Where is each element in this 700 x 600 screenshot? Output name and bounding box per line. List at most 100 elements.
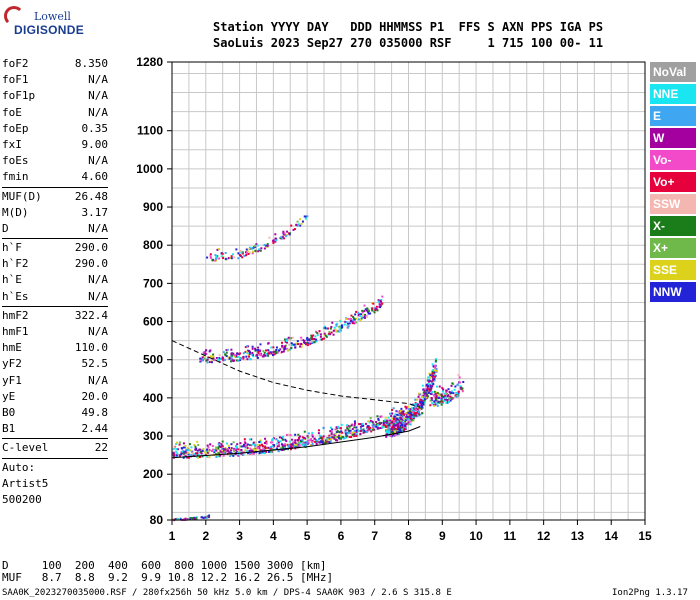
echo-point <box>384 420 387 423</box>
param-value: 20.0 <box>81 389 109 403</box>
echo-point <box>369 428 372 431</box>
echo-point <box>246 250 249 253</box>
echo-point <box>287 448 290 451</box>
echo-point <box>400 421 403 424</box>
echo-point <box>387 426 390 429</box>
echo-point <box>174 450 177 453</box>
echo-point <box>422 388 425 391</box>
echo-point <box>294 441 297 444</box>
echo-point <box>412 415 415 418</box>
echo-point <box>275 346 278 349</box>
echo-point <box>222 450 225 453</box>
echo-point <box>299 224 302 227</box>
echo-point <box>295 223 298 226</box>
echo-point <box>268 236 271 239</box>
echo-point <box>434 358 437 361</box>
echo-point <box>296 224 299 227</box>
echo-point <box>227 444 230 447</box>
echo-point <box>191 517 194 520</box>
echo-point <box>253 245 256 248</box>
echo-point <box>391 408 394 411</box>
echo-point <box>301 339 304 342</box>
echo-point <box>266 245 269 248</box>
echo-point <box>177 454 180 457</box>
param-key: hmF1 <box>2 325 29 338</box>
echo-point <box>383 425 386 428</box>
echo-points <box>172 215 465 522</box>
echo-point <box>404 424 407 427</box>
echo-point <box>449 395 452 398</box>
echo-point <box>349 320 352 323</box>
echo-point <box>290 347 293 350</box>
echo-point <box>259 444 262 447</box>
echo-point <box>182 456 185 459</box>
echo-point <box>399 416 402 419</box>
x-tick-label: 10 <box>469 529 483 543</box>
echo-point <box>369 429 372 432</box>
echo-point <box>374 423 377 426</box>
echo-point <box>303 443 306 446</box>
y-tick-label: 500 <box>143 353 163 367</box>
echo-point <box>313 341 316 344</box>
echo-point <box>213 449 216 452</box>
echo-point <box>387 429 390 432</box>
echo-point <box>181 452 184 455</box>
echo-point <box>201 359 204 362</box>
echo-point <box>435 369 438 372</box>
legend-nne: NNE <box>650 84 696 104</box>
echo-point <box>305 442 308 445</box>
echo-point <box>229 454 232 457</box>
echo-point <box>289 446 292 449</box>
echo-point <box>392 424 395 427</box>
echo-point <box>316 333 319 336</box>
echo-point <box>239 352 242 355</box>
echo-point <box>221 440 224 443</box>
echo-point <box>346 326 349 329</box>
echo-point <box>274 237 277 240</box>
param-value: N/A <box>88 105 108 119</box>
echo-point <box>245 248 248 251</box>
echo-point <box>249 451 252 454</box>
echo-point <box>430 399 433 402</box>
echo-point <box>421 412 424 415</box>
echo-point <box>190 450 193 453</box>
echo-point <box>362 424 365 427</box>
echo-point <box>328 331 331 334</box>
profile-upper-curve <box>171 340 421 408</box>
echo-point <box>298 443 301 446</box>
echo-point <box>241 445 244 448</box>
echo-point <box>296 443 299 446</box>
echo-point <box>284 347 287 350</box>
echo-point <box>264 445 267 448</box>
echo-point <box>401 413 404 416</box>
echo-point <box>243 358 246 361</box>
echo-point <box>187 449 190 452</box>
echo-point <box>252 441 255 444</box>
echo-point <box>377 427 380 430</box>
echo-point <box>351 319 354 322</box>
echo-point <box>375 307 378 310</box>
echo-point <box>317 437 320 440</box>
echo-point <box>399 428 402 431</box>
echo-point <box>259 441 262 444</box>
echo-point <box>259 439 262 442</box>
echo-point <box>339 427 342 430</box>
echo-point <box>255 451 258 454</box>
echo-point <box>188 443 191 446</box>
echo-point <box>311 341 314 344</box>
echo-point <box>388 420 391 423</box>
echo-point <box>269 446 272 449</box>
echo-point <box>221 445 224 448</box>
echo-point <box>337 330 340 333</box>
echo-point <box>212 355 215 358</box>
echo-point <box>436 399 439 402</box>
echo-point <box>309 342 312 345</box>
echo-point <box>440 393 443 396</box>
echo-point <box>181 450 184 453</box>
echo-point <box>329 333 332 336</box>
echo-point <box>328 434 331 437</box>
echo-point <box>252 447 255 450</box>
echo-point <box>322 427 325 430</box>
echo-point <box>411 415 414 418</box>
echo-point <box>206 455 209 458</box>
